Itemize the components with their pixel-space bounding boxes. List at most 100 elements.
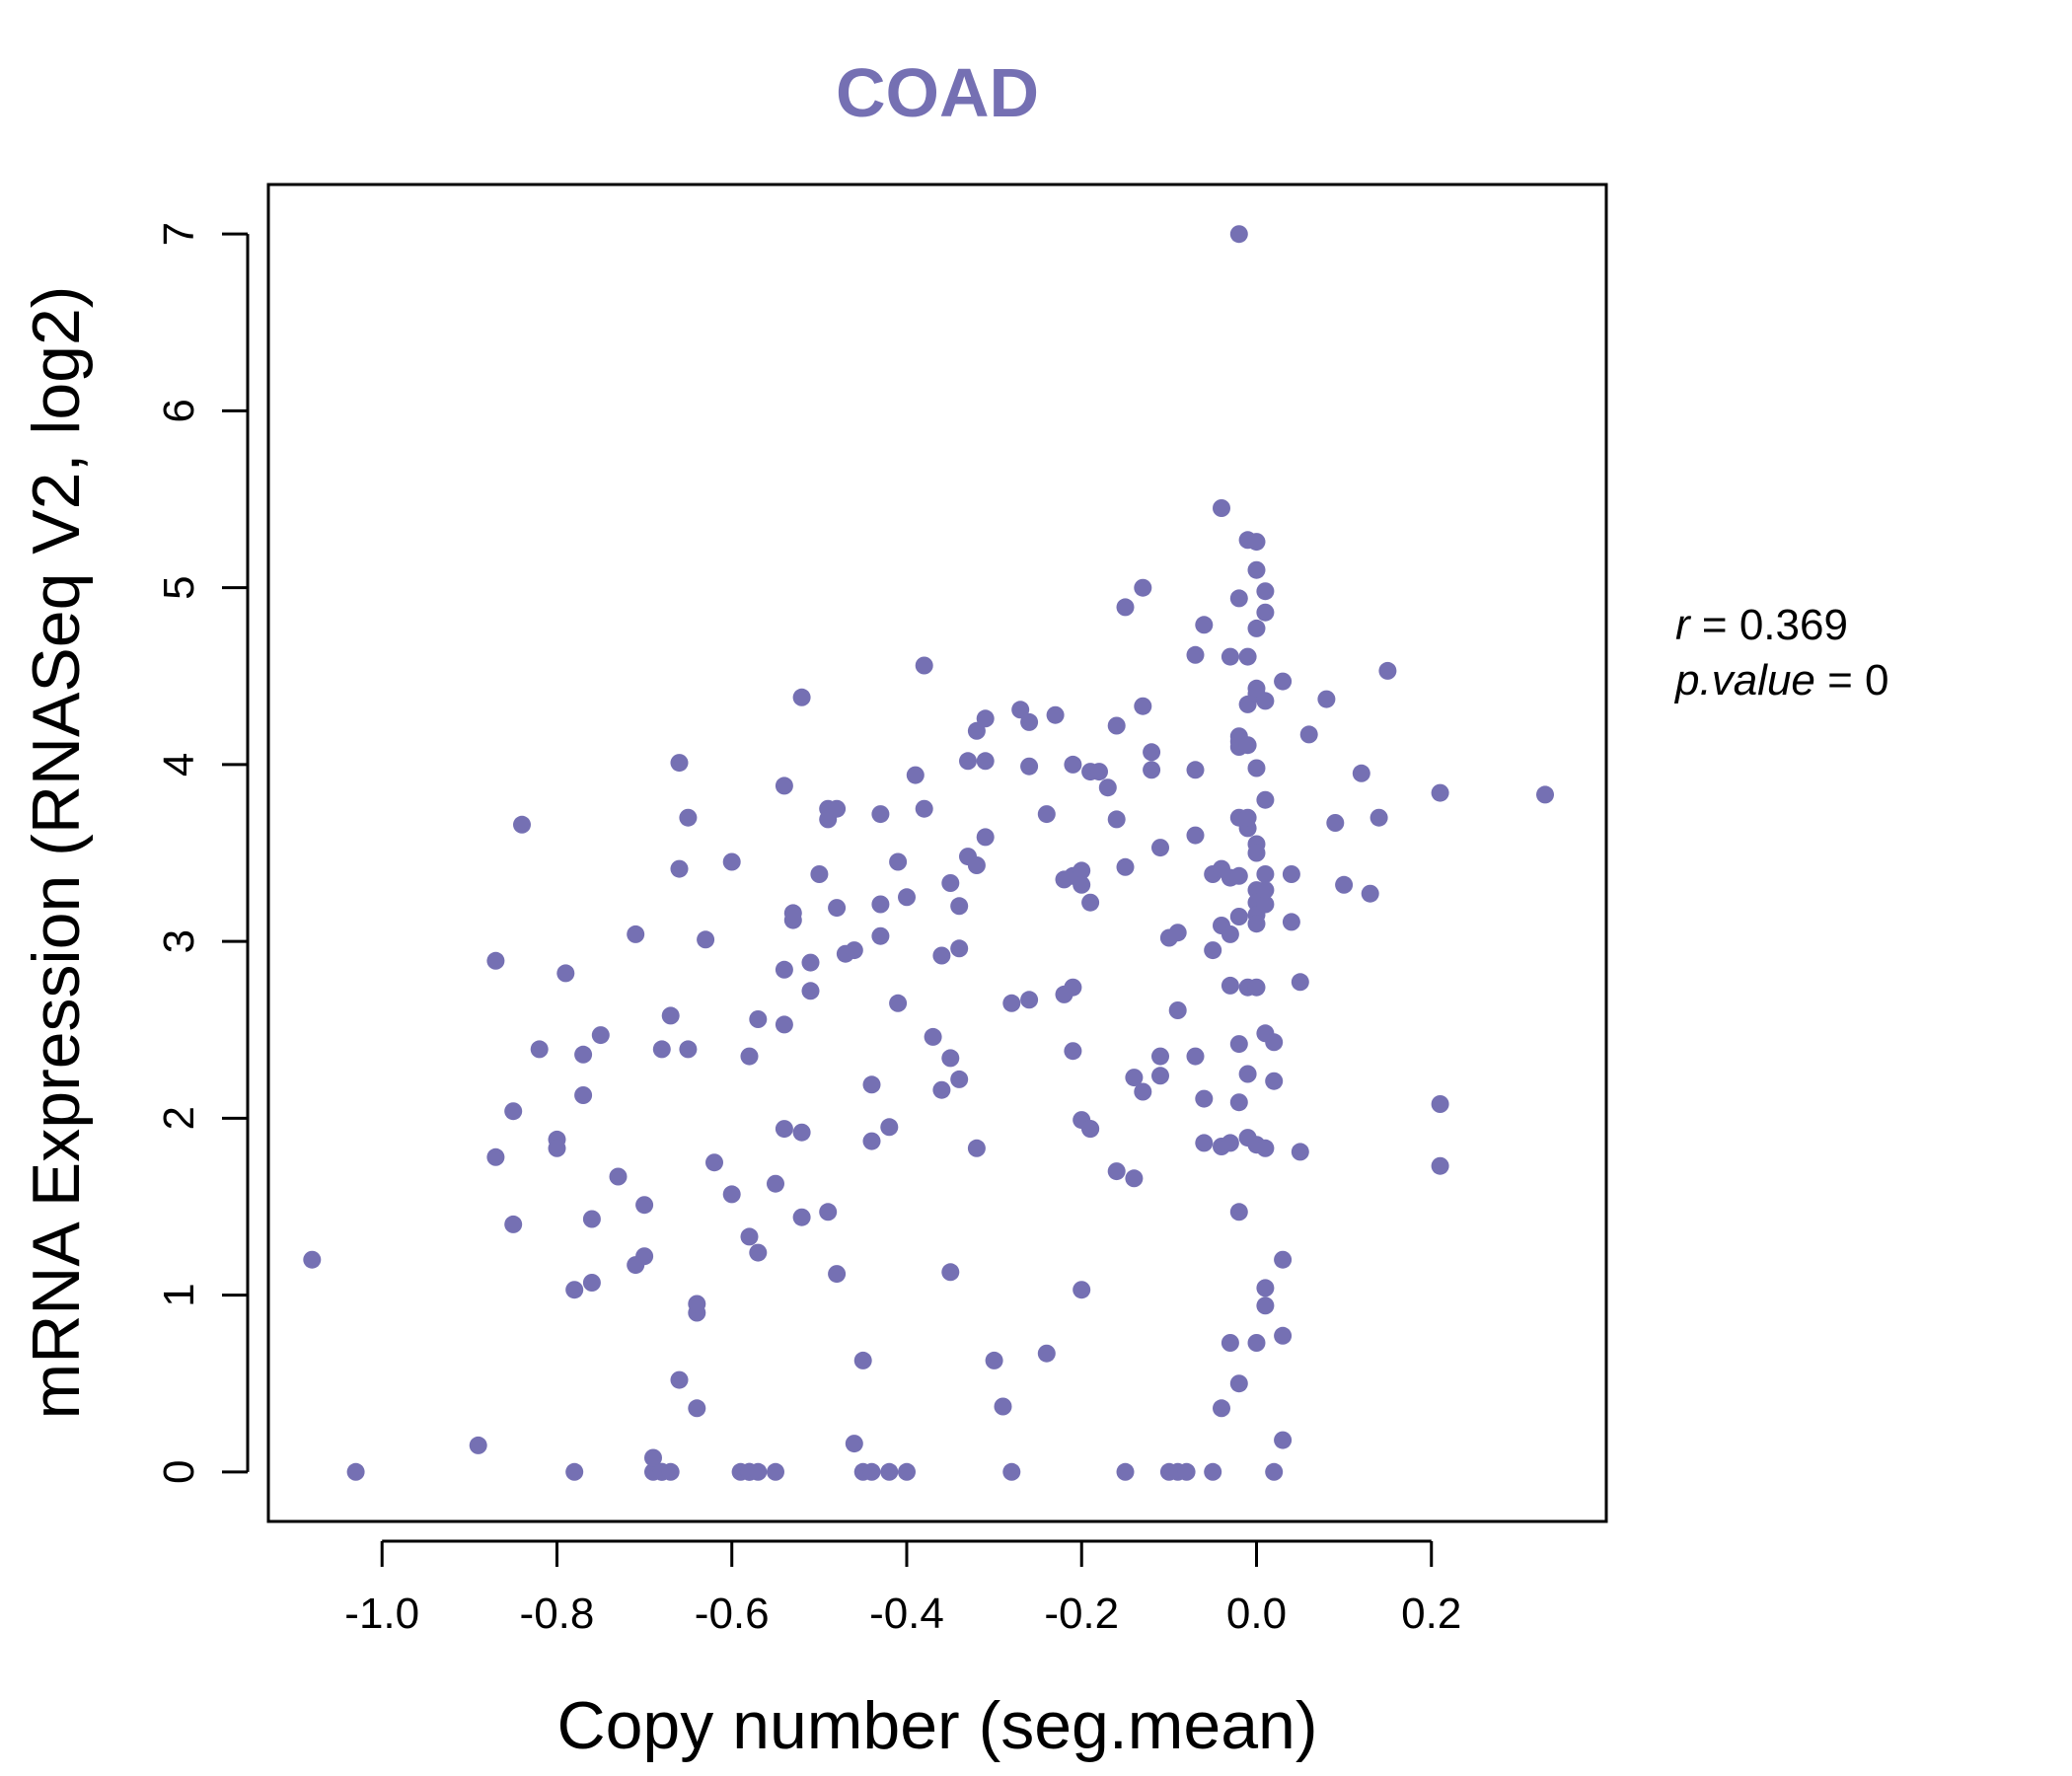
data-point	[661, 1462, 680, 1481]
data-point	[967, 856, 986, 874]
data-point	[1125, 1169, 1144, 1188]
data-point	[652, 1040, 671, 1059]
data-point	[1195, 1134, 1214, 1152]
data-point	[1073, 1281, 1091, 1299]
data-point	[565, 1281, 584, 1299]
data-point	[627, 925, 645, 943]
data-point	[1274, 672, 1293, 691]
data-point	[1229, 866, 1248, 885]
data-point	[1134, 1082, 1152, 1101]
data-point	[1116, 598, 1135, 617]
x-tick-label: -0.2	[1044, 1590, 1119, 1638]
data-point	[705, 1153, 723, 1172]
data-point	[1352, 764, 1370, 782]
y-axis-label: mRNA Expression (RNASeq V2, log2)	[19, 286, 94, 1420]
data-point	[1238, 736, 1257, 755]
data-point	[862, 1132, 881, 1150]
data-point	[845, 1435, 863, 1453]
data-point	[1247, 619, 1266, 637]
data-point	[828, 899, 847, 918]
data-point	[1081, 1120, 1100, 1139]
p-equals: =	[1827, 656, 1865, 704]
data-point	[1247, 759, 1266, 777]
data-point	[1229, 1093, 1248, 1112]
data-point	[1247, 915, 1266, 933]
data-point	[469, 1436, 487, 1454]
data-point	[1256, 603, 1275, 622]
x-axis: -1.0 -0.8 -0.6 -0.4 -0.2 0.0 0.2	[344, 1539, 1461, 1638]
data-point	[1195, 616, 1214, 634]
data-point	[1247, 1334, 1266, 1352]
data-point	[1431, 1156, 1449, 1175]
data-point	[1116, 1462, 1135, 1481]
data-point	[1274, 1431, 1293, 1449]
data-point	[1151, 1067, 1169, 1085]
p-value: 0	[1865, 656, 1888, 704]
data-point	[1195, 1089, 1214, 1108]
data-point	[530, 1040, 549, 1059]
data-point	[801, 982, 820, 1000]
data-point	[932, 946, 951, 965]
data-point	[1020, 991, 1039, 1009]
data-point	[1186, 761, 1205, 779]
data-point	[871, 805, 890, 824]
data-point	[1143, 743, 1161, 762]
data-point	[1265, 1462, 1284, 1481]
data-point	[1256, 790, 1275, 809]
data-point	[1229, 1035, 1248, 1054]
data-point	[1247, 844, 1266, 862]
data-point	[1204, 941, 1222, 960]
p-symbol: p.value	[1673, 656, 1815, 704]
data-point	[792, 688, 811, 706]
data-point	[609, 1167, 628, 1186]
data-point	[556, 964, 575, 983]
data-point	[679, 808, 698, 827]
data-point	[819, 1203, 838, 1221]
data-point	[303, 1250, 322, 1269]
correlation-r-stat: r = 0.369	[1675, 601, 1848, 649]
y-tick-label: 5	[155, 575, 203, 599]
data-point	[1256, 1139, 1275, 1157]
r-equals: =	[1702, 601, 1739, 649]
data-point	[722, 852, 741, 871]
data-point	[1536, 785, 1554, 804]
data-point	[967, 1139, 986, 1157]
data-point	[1238, 1065, 1257, 1083]
data-point	[1073, 861, 1091, 880]
data-point	[670, 859, 689, 878]
data-point	[950, 897, 969, 916]
data-point	[1186, 826, 1205, 845]
data-point	[635, 1247, 654, 1266]
y-axis: 0 1 2 3 4 5 6 7	[155, 222, 250, 1484]
data-point	[1317, 690, 1336, 708]
data-point	[1378, 661, 1397, 680]
data-point	[565, 1462, 584, 1481]
data-point	[1002, 1462, 1021, 1481]
data-point	[862, 1462, 881, 1481]
data-point	[828, 1265, 847, 1284]
data-point	[1282, 913, 1300, 931]
data-point	[1369, 808, 1388, 827]
data-point	[1221, 647, 1239, 666]
data-point	[574, 1045, 593, 1064]
data-point	[880, 1462, 899, 1481]
data-point	[1361, 884, 1379, 903]
data-point	[1256, 865, 1275, 883]
y-tick-label: 1	[155, 1283, 203, 1306]
data-point	[915, 799, 933, 818]
data-point	[1229, 1374, 1248, 1393]
data-point	[1151, 839, 1169, 857]
x-tick-label: -0.6	[695, 1590, 770, 1638]
data-point	[1002, 994, 1021, 1012]
x-tick-label: -0.8	[520, 1590, 595, 1638]
data-point	[1143, 761, 1161, 779]
data-point	[1274, 1250, 1293, 1269]
chart-title: COAD	[836, 54, 1039, 131]
data-point	[635, 1196, 654, 1215]
data-point	[1247, 533, 1266, 552]
data-point	[1291, 1143, 1309, 1161]
data-point	[1134, 697, 1152, 715]
data-point	[775, 960, 793, 979]
data-point	[1221, 925, 1239, 943]
data-point	[1274, 1326, 1293, 1345]
